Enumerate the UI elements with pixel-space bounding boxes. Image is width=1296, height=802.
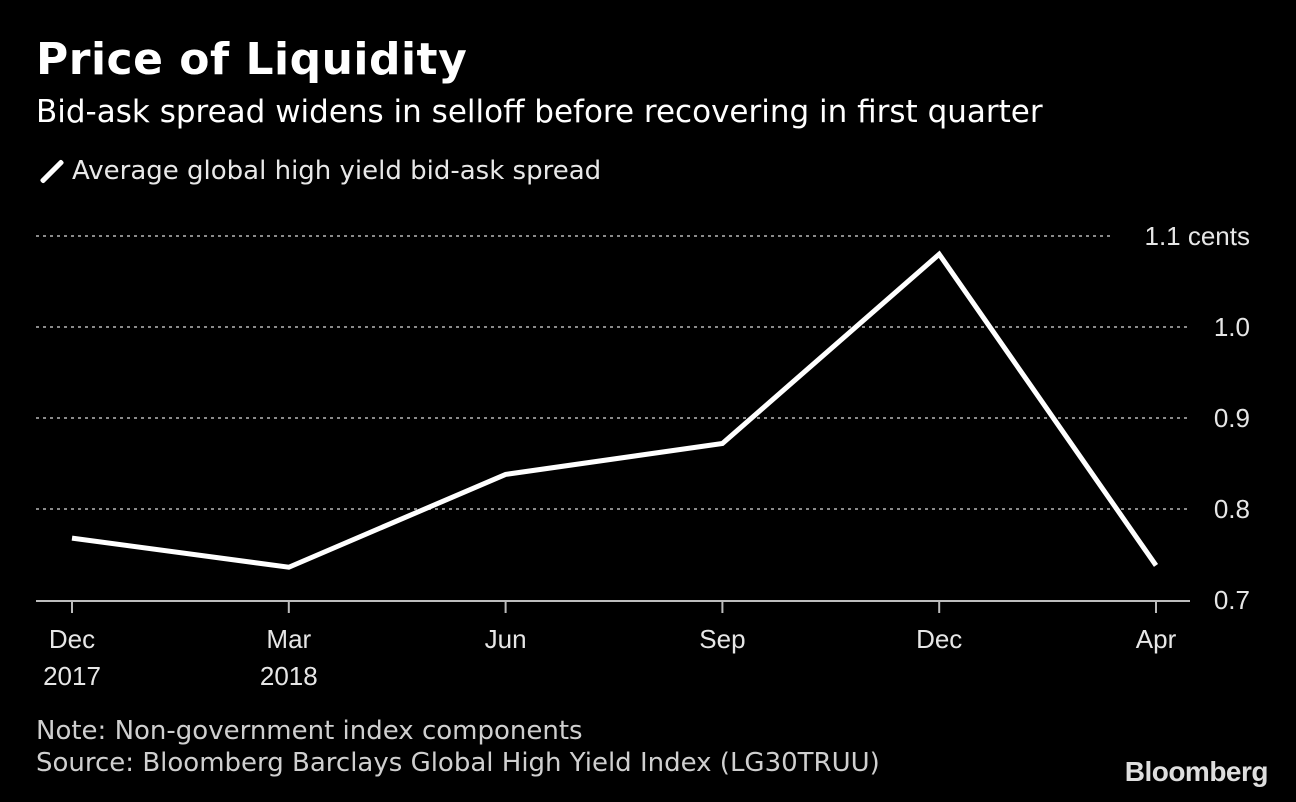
x-tick-year-label: 2017	[43, 661, 101, 691]
y-tick-label: 0.7	[1214, 585, 1250, 615]
chart-subtitle: Bid-ask spread widens in selloff before …	[36, 94, 1043, 130]
x-tick-label: Dec	[49, 624, 95, 654]
legend-label: Average global high yield bid-ask spread	[72, 156, 602, 186]
x-tick-label: Mar	[266, 624, 311, 654]
x-tick-label: Apr	[1136, 624, 1177, 654]
x-tick-label: Sep	[699, 624, 745, 654]
footnote-source: Source: Bloomberg Barclays Global High Y…	[36, 748, 880, 778]
y-tick-label: 0.8	[1214, 494, 1250, 524]
bloomberg-logo: Bloomberg	[1124, 756, 1269, 787]
x-tick-year-label: 2018	[260, 661, 318, 691]
series-line	[71, 250, 1159, 570]
x-tick-label: Jun	[485, 624, 527, 654]
y-tick-label: 0.9	[1214, 403, 1250, 433]
chart-title: Price of Liquidity	[36, 34, 468, 85]
y-tick-label: 1.0	[1214, 312, 1250, 342]
y-tick-label: 1.1 cents	[1144, 221, 1250, 251]
legend: Average global high yield bid-ask spread	[36, 156, 601, 186]
footnote-note: Note: Non-government index components	[36, 716, 583, 746]
x-tick-label: Dec	[916, 624, 962, 654]
